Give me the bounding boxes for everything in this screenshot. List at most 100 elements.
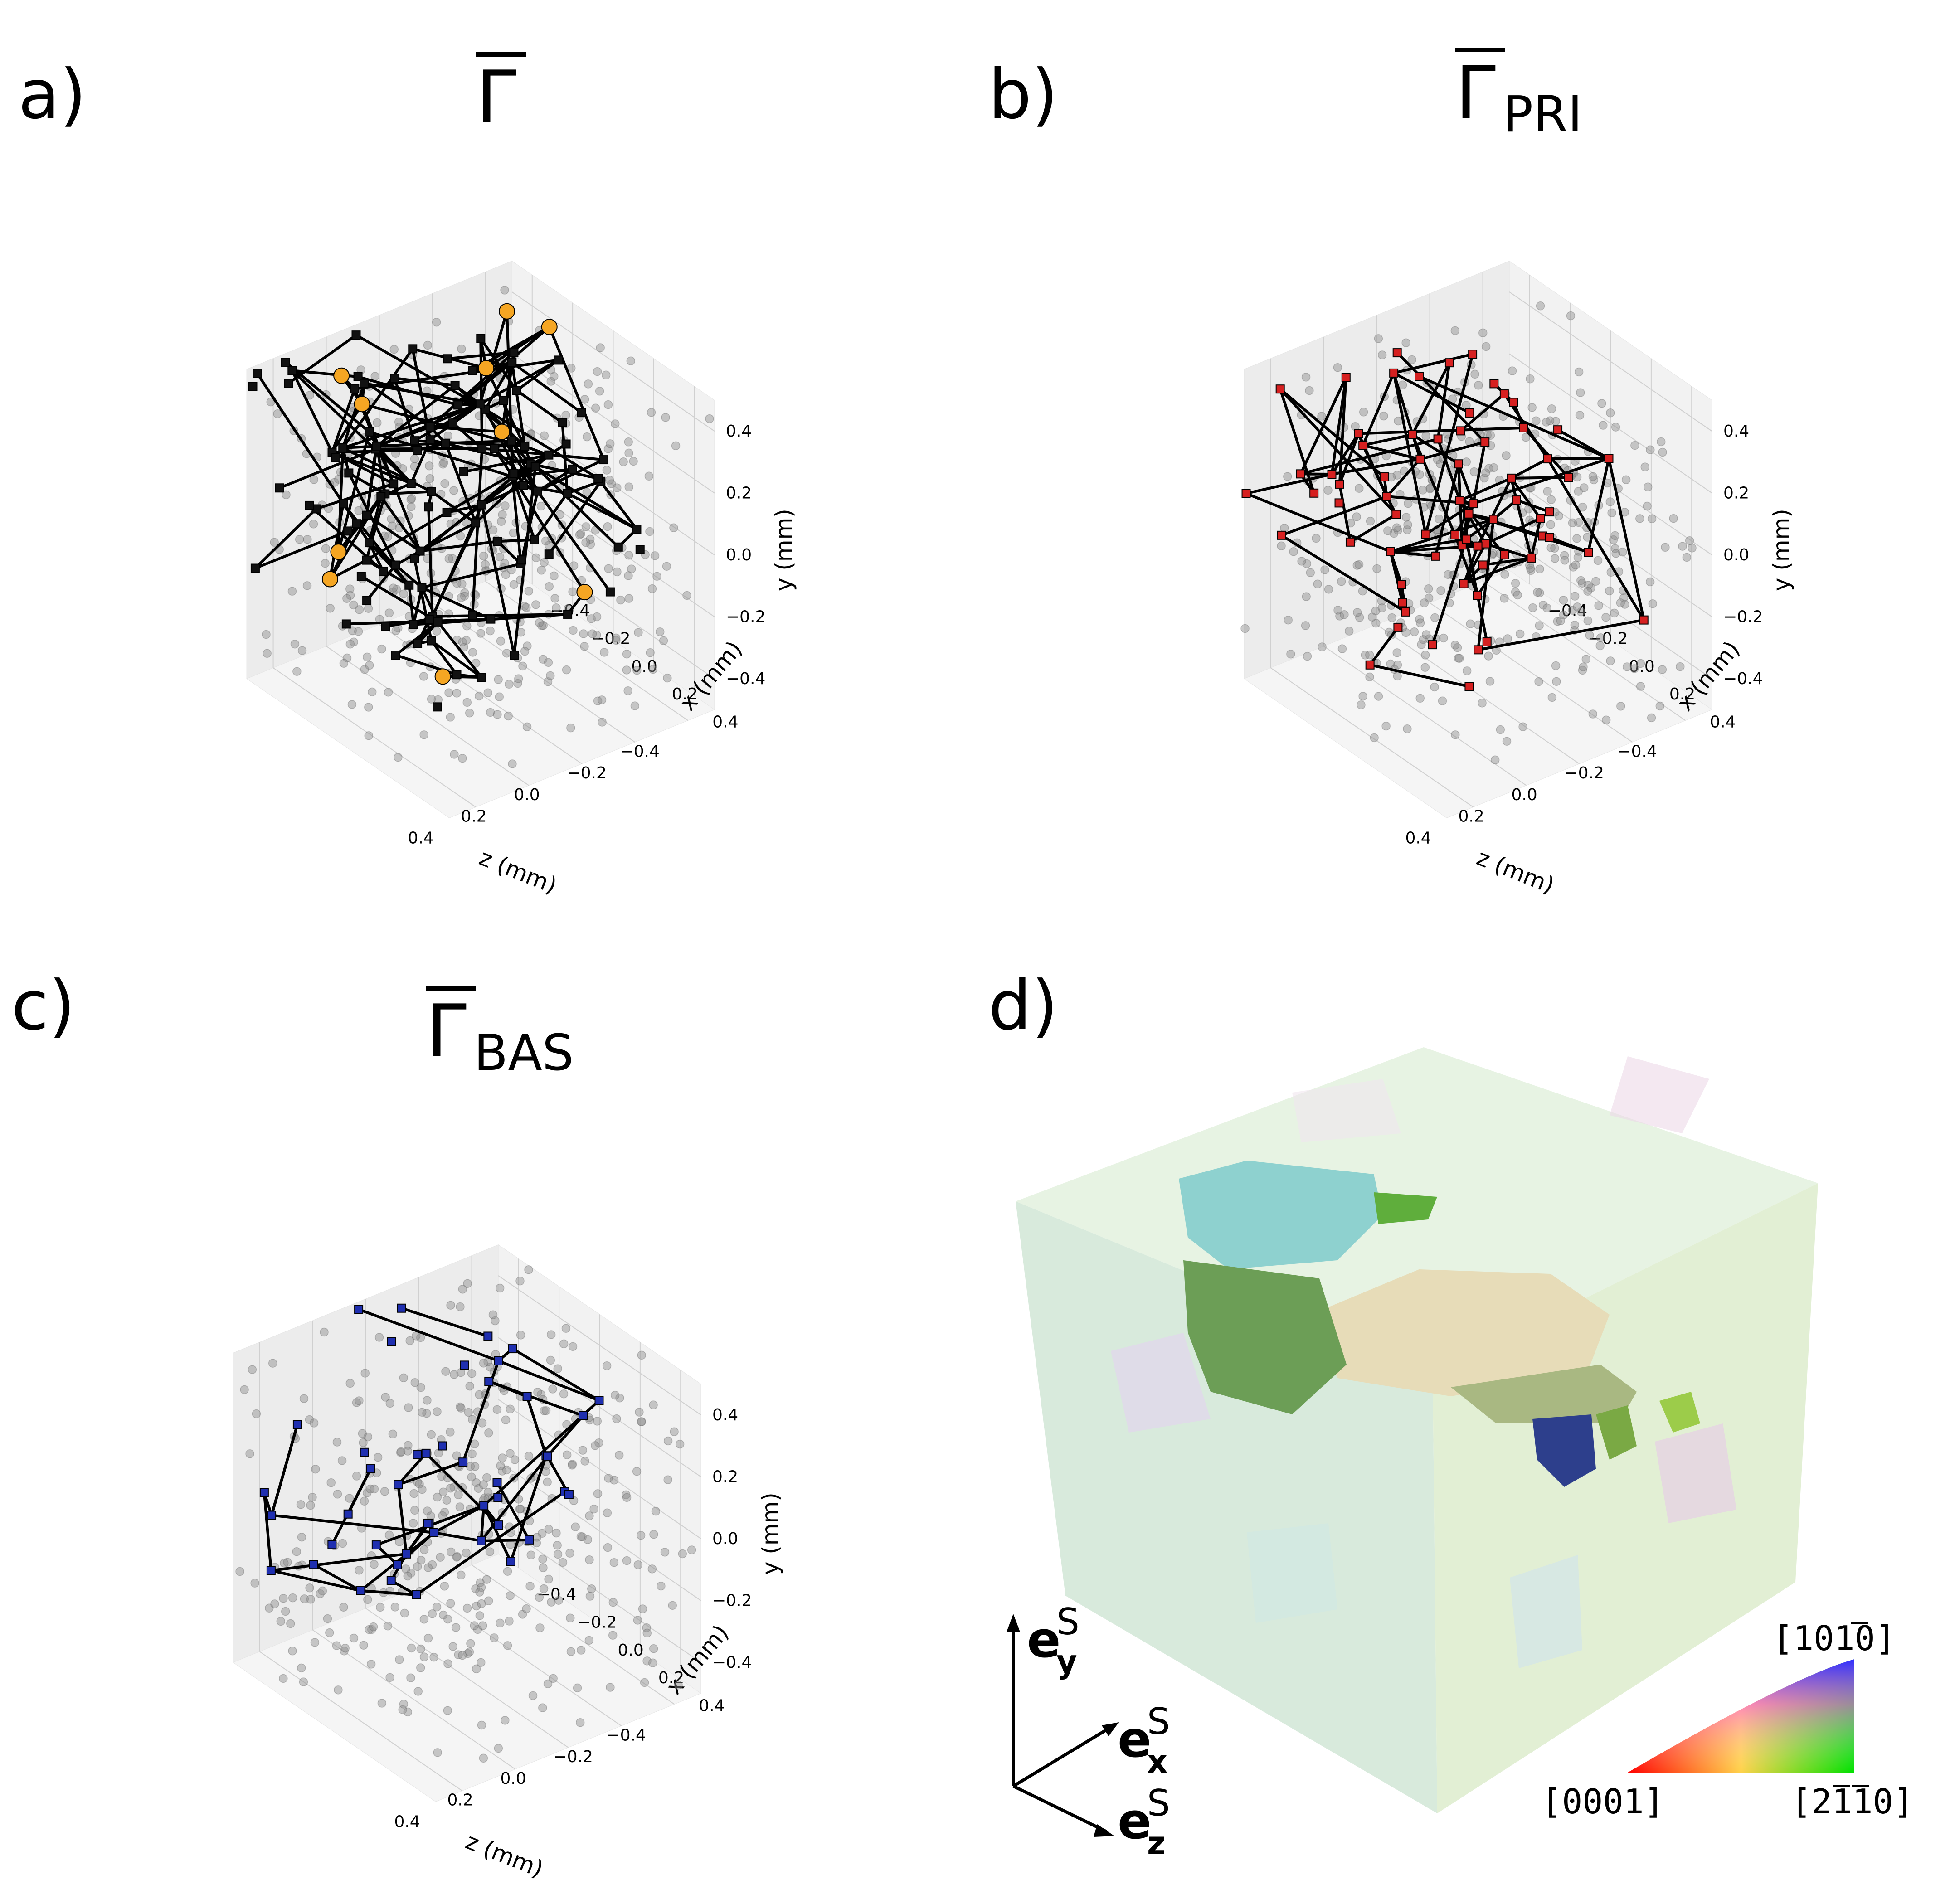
grain-centroid-point [578, 1446, 588, 1455]
grain-centroid-point [1647, 713, 1656, 723]
grain-centroid-point [1577, 578, 1587, 588]
network-node [1584, 548, 1593, 557]
network-edge [420, 540, 498, 553]
grain-centroid-point [363, 1595, 372, 1604]
network-node [1564, 473, 1573, 482]
grain-centroid-point [349, 1633, 359, 1643]
network-node [1473, 591, 1482, 600]
title-main: Γ [426, 989, 467, 1073]
network-node [1327, 470, 1337, 479]
grid-line [471, 1564, 675, 1705]
network-node [366, 1464, 375, 1474]
network-node [499, 396, 508, 405]
grain-centroid-point [540, 1406, 549, 1415]
grain-centroid-point [290, 640, 300, 649]
grain-centroid-point [486, 626, 495, 636]
grain-centroid-point [1393, 660, 1402, 670]
grain-centroid-point [1489, 463, 1498, 472]
network-node [381, 622, 390, 631]
grain-centroid-point [475, 1588, 484, 1597]
grain-centroid-point [1586, 583, 1595, 593]
grain-green-2 [1596, 1405, 1637, 1460]
network-node [543, 1452, 552, 1461]
network-edge [413, 558, 433, 641]
grain-centroid-point [432, 317, 441, 327]
network-edge [270, 1424, 299, 1516]
network-edge [478, 311, 508, 405]
grain-centroid-point [450, 750, 459, 759]
grain-centroid-point [455, 1502, 465, 1511]
network-node [415, 546, 425, 556]
network-edge [271, 1569, 361, 1592]
grain-centroid-point [1605, 586, 1614, 596]
network-edge [401, 1307, 489, 1338]
grain-centroid-point [1444, 570, 1453, 579]
grain-centroid-point [235, 1567, 244, 1576]
network-node [599, 455, 608, 465]
grain-centroid-point [1377, 603, 1386, 612]
grain-centroid-point [537, 621, 546, 631]
network-node [1464, 509, 1474, 519]
grain-centroid-point [448, 554, 457, 563]
grain-centroid-point [498, 1453, 507, 1462]
panel-b: b) Γ PRI −0.4 −0.4 −0.4 −0.2 −0.2 −0.2 0.0 0.0 0… [975, 0, 1955, 943]
grain-centroid-point [388, 521, 397, 530]
grain-centroid-point [1597, 399, 1606, 408]
grain-centroid-point [1554, 511, 1563, 520]
grain-centroid-point [550, 571, 559, 581]
ex-sup: S [1147, 1700, 1170, 1743]
grain-centroid-point [1478, 328, 1488, 338]
network-node [594, 1396, 604, 1405]
grain-centroid-point [309, 1418, 319, 1428]
y-tick-label: 0.0 [1723, 546, 1749, 564]
network-node [1604, 454, 1614, 463]
grain-centroid-point [1337, 577, 1346, 586]
network-edge [421, 562, 521, 589]
grain-centroid-point [309, 520, 318, 529]
network-node [1421, 529, 1430, 539]
grain-centroid-point [438, 1610, 448, 1620]
network-edge [463, 453, 549, 473]
grain-centroid-point [539, 621, 548, 630]
grain-centroid-point [338, 1539, 347, 1548]
grain-centroid-point [537, 1529, 547, 1538]
network-edge [375, 446, 387, 494]
grain-centroid-point [279, 1594, 288, 1603]
grain-centroid-point [440, 479, 449, 488]
grain-centroid-point [1570, 621, 1580, 630]
network-node [433, 617, 443, 627]
network-node [1433, 434, 1443, 444]
network-node [519, 481, 528, 490]
grain-patch [1610, 1056, 1709, 1133]
grain-centroid-point [1407, 355, 1416, 364]
network-node [275, 483, 284, 493]
grain-centroid-point [1609, 535, 1618, 544]
grain-centroid-point [595, 387, 604, 396]
network-node [1545, 507, 1554, 517]
x-tick-label: −0.2 [1588, 629, 1628, 648]
grain-centroid-point [444, 688, 453, 697]
network-node [1482, 637, 1492, 647]
grain-centroid-point [1591, 577, 1600, 586]
network-node [1473, 541, 1483, 551]
network-edge [1478, 618, 1644, 651]
network-edge [365, 493, 387, 561]
grain-centroid-point [1490, 755, 1500, 765]
grain-centroid-point [1560, 551, 1569, 560]
grain-centroid-point [355, 605, 364, 614]
grain-centroid-point [392, 585, 401, 594]
grain-centroid-point [559, 1339, 569, 1349]
grain-centroid-point [352, 1398, 361, 1407]
grain-centroid-point [1543, 487, 1552, 496]
grain-centroid-point [609, 1558, 619, 1567]
grain-centroid-point [1594, 601, 1603, 610]
network-node [632, 525, 642, 534]
grain-centroid-point [506, 1449, 515, 1458]
grain-centroid-point [416, 1663, 425, 1672]
y-tick-label: −0.2 [1723, 608, 1763, 627]
grain-centroid-point [479, 1480, 488, 1489]
network-edge [533, 492, 569, 541]
grain-centroid-point [1552, 677, 1561, 686]
grain-centroid-point [1658, 447, 1667, 457]
grid-line [498, 1399, 701, 1539]
